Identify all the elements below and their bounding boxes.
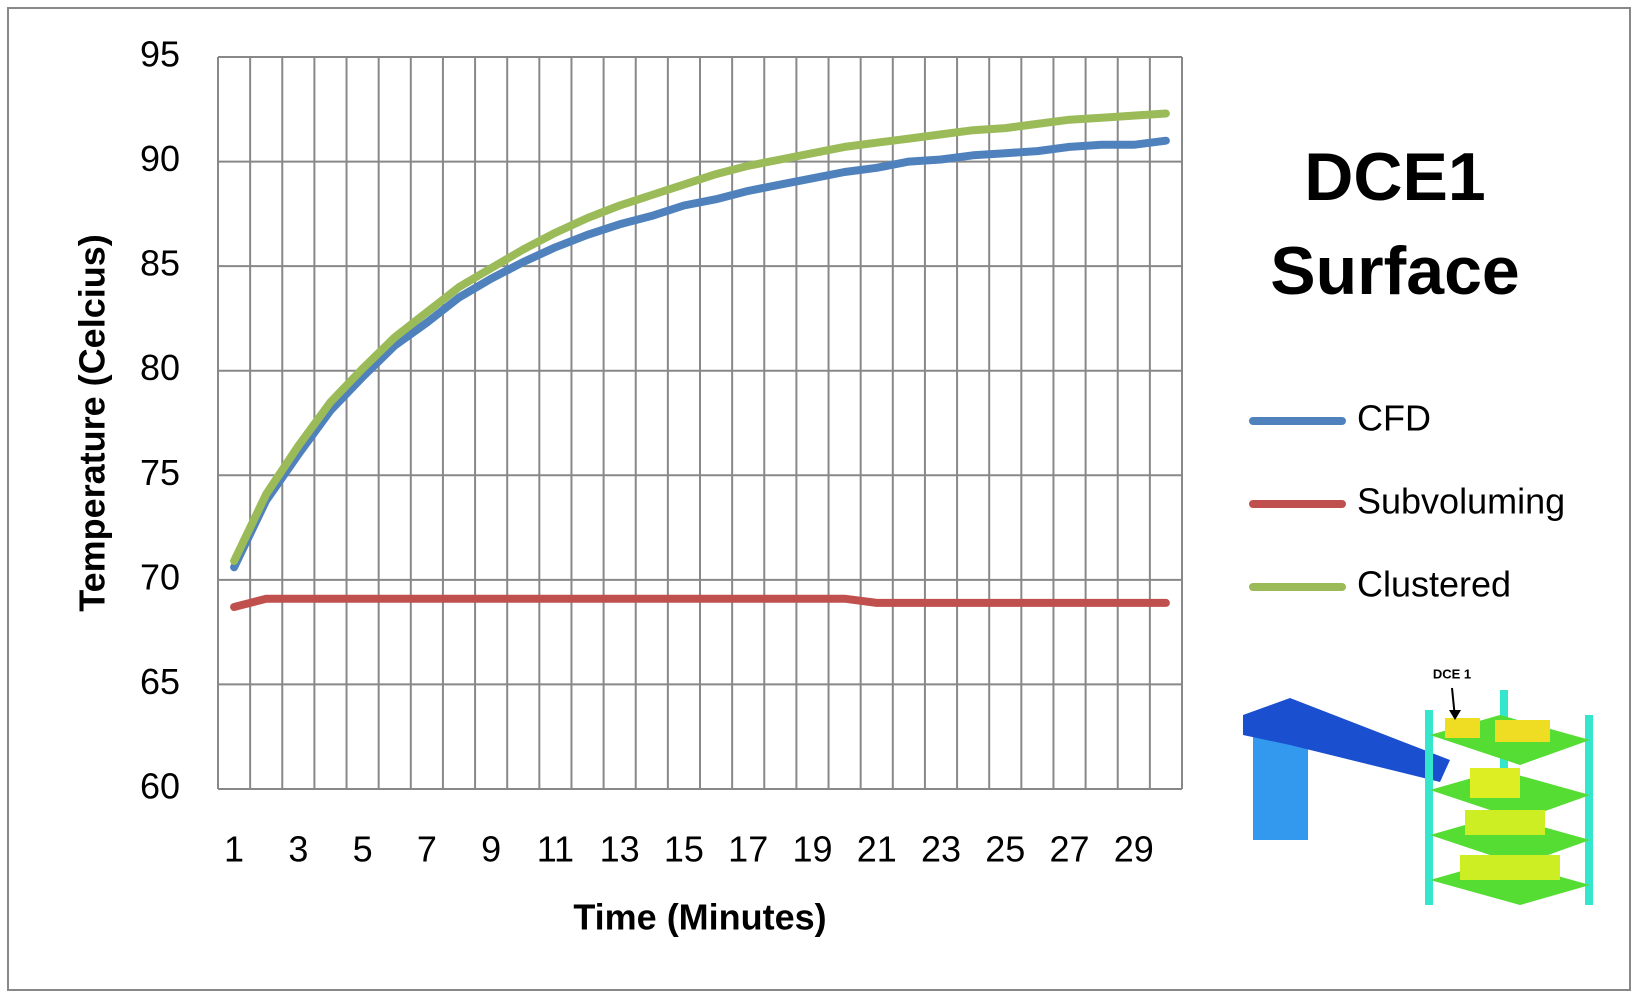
y-tick-label: 80 [140,347,180,388]
y-tick-label: 70 [140,556,180,597]
x-tick-label: 27 [1050,829,1090,870]
x-tick-label: 11 [537,829,574,870]
inset-label: DCE 1 [1433,666,1471,681]
x-tick-label: 13 [600,829,640,870]
x-tick-label: 7 [417,829,437,870]
inset-model [1243,687,1593,905]
chart-title: DCE1 Surface [1270,139,1520,309]
y-tick-label: 75 [140,452,180,493]
x-tick-label: 25 [985,829,1025,870]
x-tick-label: 23 [921,829,961,870]
series-line [230,109,1170,565]
x-tick-label: 29 [1114,829,1154,870]
legend-label: Clustered [1357,564,1511,605]
y-tick-label: 95 [140,34,180,75]
y-axis-title: Temperature (Celcius) [72,234,113,611]
x-tick-label: 9 [481,829,501,870]
x-axis-title: Time (Minutes) [573,897,826,938]
y-tick-label: 60 [140,766,180,807]
series-line [230,136,1170,572]
y-tick-label: 85 [140,243,180,284]
legend-label: Subvoluming [1357,481,1565,522]
series-line [230,594,1170,611]
y-tick-label: 65 [140,661,180,702]
x-tick-label: 17 [728,829,768,870]
x-tick-label: 19 [792,829,832,870]
chart-border [7,7,1631,991]
x-tick-label: 15 [664,829,704,870]
legend-label: CFD [1357,398,1431,439]
x-tick-label: 5 [353,829,373,870]
x-tick-label: 1 [224,829,244,870]
x-tick-label: 3 [288,829,308,870]
x-tick-label: 21 [857,829,897,870]
y-tick-label: 90 [140,138,180,179]
